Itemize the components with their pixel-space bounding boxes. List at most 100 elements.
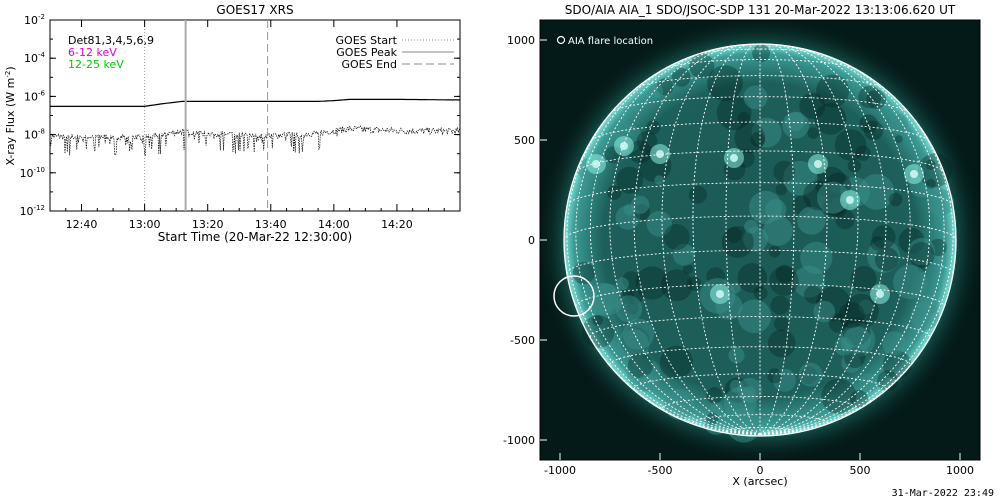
heliographic-grid	[563, 43, 957, 435]
disk-bright-patch	[927, 188, 955, 216]
active-region-core	[876, 290, 884, 298]
disk-dark-patch	[635, 266, 669, 300]
grid-parallel	[635, 75, 885, 89]
aia-title: SDO/AIA AIA_1 SDO/JSOC-SDP 131 20-Mar-20…	[565, 3, 956, 17]
disk-dark-patch	[807, 127, 819, 139]
grid-meridian	[633, 44, 761, 435]
active-region-core	[620, 142, 628, 150]
disk-bright-patch	[751, 117, 782, 148]
disk-dark-patch	[773, 160, 795, 183]
disk-dark-patch	[659, 345, 693, 379]
active-region-core	[846, 196, 854, 204]
aia-x-axis: -1000 -500 0 500 1000	[544, 453, 974, 477]
disk-bright-patch	[888, 113, 908, 134]
disk-bright-patch	[654, 175, 664, 185]
disk-dark-patch	[682, 264, 694, 275]
grid-parallel	[610, 96, 910, 114]
active-region-core	[656, 150, 664, 158]
disk-dark-patch	[572, 262, 595, 285]
disk-bright-patch	[728, 347, 745, 364]
disk-dark-patch	[706, 412, 719, 425]
disk-bright-patch	[867, 239, 901, 273]
disk-bright-patch	[893, 264, 928, 300]
disk-dark-patch	[888, 192, 903, 207]
disk-bright-patch	[858, 174, 895, 210]
disk-dark-patch	[838, 302, 865, 329]
disk-bright-patch	[841, 353, 861, 373]
disk-dark-patch	[768, 245, 781, 258]
goes-high-band-label: 12-25 keV	[68, 58, 124, 71]
disk-dark-patch	[770, 295, 790, 315]
disk-dark-patch	[925, 159, 936, 170]
flare-legend-symbol	[556, 35, 566, 45]
disk-bright-patch	[611, 127, 622, 138]
disk-dark-patch	[829, 313, 849, 333]
aia-ytick-label: 1000	[507, 34, 535, 47]
goes-y-axis: 10-2 10-4 10-6 10-8 10-10 10-12	[20, 13, 460, 218]
goes-x-axis: 12:40 13:00 13:20 13:40 14:00 14:20	[49, 20, 445, 231]
aia-ytick-label: -500	[510, 334, 535, 347]
disk-bright-patch	[744, 219, 759, 234]
disk-dark-patch	[706, 387, 723, 404]
grid-meridian	[759, 44, 887, 435]
disk-bright-patch	[793, 265, 825, 298]
disk-bright-patch	[910, 301, 939, 331]
disk-dark-patch	[737, 111, 751, 126]
disk-dark-patch	[726, 227, 742, 243]
disk-dark-patch	[753, 286, 768, 300]
disk-bright-patch	[813, 300, 836, 323]
disk-dark-patch	[844, 293, 879, 328]
grid-parallel	[590, 121, 930, 141]
active-region-core	[592, 160, 600, 168]
disk-bright-patch	[630, 195, 650, 214]
disk-dark-patch	[774, 316, 789, 332]
grid-meridian	[692, 43, 761, 435]
aia-image: AIA flare location	[540, 20, 980, 460]
disk-bright-patch	[743, 85, 768, 110]
goes-xtick-label: 13:20	[192, 218, 224, 231]
disk-bright-patch	[783, 161, 818, 196]
disk-bright-patch	[797, 206, 826, 235]
goes-ytick-label: 10-2	[24, 13, 45, 27]
disk-bright-patch	[622, 318, 655, 350]
grid-parallel	[609, 346, 911, 365]
goes-legend-start-label: GOES Start	[336, 34, 398, 47]
aia-y-axis: 1000 500 0 -500 -1000	[503, 34, 547, 447]
goes-channels-label: Det81,3,4,5,6,9	[68, 34, 154, 47]
disk-dark-patch	[894, 135, 903, 144]
aia-image-panel: SDO/AIA AIA_1 SDO/JSOC-SDP 131 20-Mar-20…	[503, 3, 981, 488]
aia-xlabel: X (arcsec)	[732, 475, 787, 488]
disk-bright-patch	[703, 409, 729, 435]
aia-xtick-label: 1000	[946, 464, 974, 477]
disk-dark-patch	[688, 185, 707, 204]
goes-xtick-label: 14:00	[318, 218, 350, 231]
active-region-core	[910, 170, 918, 178]
grid-parallel	[696, 48, 824, 55]
disk-dark-patch	[814, 103, 847, 135]
disk-dark-patch	[767, 329, 796, 358]
generation-timestamp: 31-Mar-2022 23:49	[891, 488, 994, 499]
aia-ytick-label: -1000	[503, 434, 535, 447]
disk-dark-patch	[734, 122, 766, 154]
goes-event-markers	[144, 20, 269, 211]
disk-bright-patch	[646, 211, 673, 237]
disk-bright-patch	[637, 374, 656, 392]
goes-series-group	[50, 98, 460, 156]
grid-meridian	[725, 43, 761, 435]
goes-xtick-label: 13:00	[129, 218, 161, 231]
disk-dark-patch	[663, 224, 690, 250]
disk-dark-patch	[592, 315, 604, 326]
goes-legend-end-label: GOES End	[341, 58, 397, 71]
disk-dark-patch	[627, 352, 654, 379]
disk-bright-patch	[882, 331, 907, 356]
goes-series-line-2	[50, 125, 460, 156]
grid-meridian	[563, 239, 761, 435]
disk-dark-patch	[874, 247, 899, 272]
goes-ytick-label: 10-6	[24, 89, 46, 103]
disk-bright-patch	[615, 295, 643, 323]
grid-parallel	[563, 215, 957, 241]
grid-parallel	[692, 414, 828, 423]
disk-dark-patch	[859, 114, 878, 133]
disk-bright-patch	[834, 337, 853, 356]
disk-dark-patch	[721, 226, 754, 258]
